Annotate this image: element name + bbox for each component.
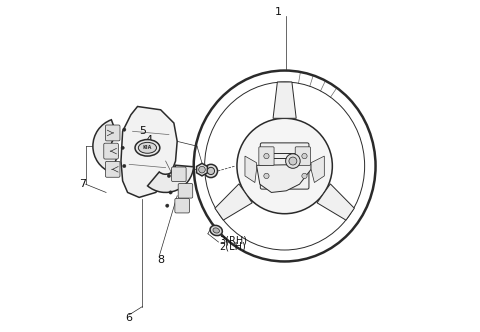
FancyBboxPatch shape [175,199,190,213]
Ellipse shape [210,225,222,236]
Ellipse shape [213,228,219,233]
Polygon shape [121,107,177,198]
Ellipse shape [135,139,160,156]
Text: 2(LH): 2(LH) [219,242,246,252]
Polygon shape [273,82,296,118]
Wedge shape [93,120,118,173]
FancyBboxPatch shape [171,167,186,182]
FancyBboxPatch shape [260,143,309,189]
Text: 5: 5 [139,126,146,136]
Circle shape [204,164,217,178]
Circle shape [289,157,297,165]
Text: 1: 1 [275,7,282,17]
Text: 8: 8 [157,255,164,265]
FancyBboxPatch shape [178,184,193,198]
Ellipse shape [237,118,332,214]
Text: KIA: KIA [143,145,152,150]
Circle shape [122,164,126,168]
FancyBboxPatch shape [106,161,120,177]
Circle shape [169,191,172,194]
Circle shape [286,154,300,168]
Polygon shape [317,184,354,220]
Polygon shape [196,163,207,176]
Polygon shape [311,156,324,183]
Circle shape [264,173,269,179]
Circle shape [264,153,269,159]
Circle shape [302,173,307,179]
FancyBboxPatch shape [295,147,311,165]
Polygon shape [245,156,256,183]
Wedge shape [147,165,193,193]
Circle shape [166,204,169,207]
Text: 4: 4 [146,134,153,144]
Ellipse shape [138,142,156,153]
Text: 6: 6 [126,313,133,323]
Polygon shape [256,164,311,193]
Circle shape [121,146,124,149]
Text: 3(RH): 3(RH) [219,235,247,245]
Circle shape [199,166,205,173]
Circle shape [122,128,126,131]
FancyBboxPatch shape [259,147,274,165]
Circle shape [207,167,215,175]
FancyBboxPatch shape [104,143,119,159]
FancyBboxPatch shape [106,125,120,141]
Text: 7: 7 [79,179,86,189]
Circle shape [167,174,170,178]
Circle shape [302,153,307,159]
Polygon shape [215,184,252,220]
